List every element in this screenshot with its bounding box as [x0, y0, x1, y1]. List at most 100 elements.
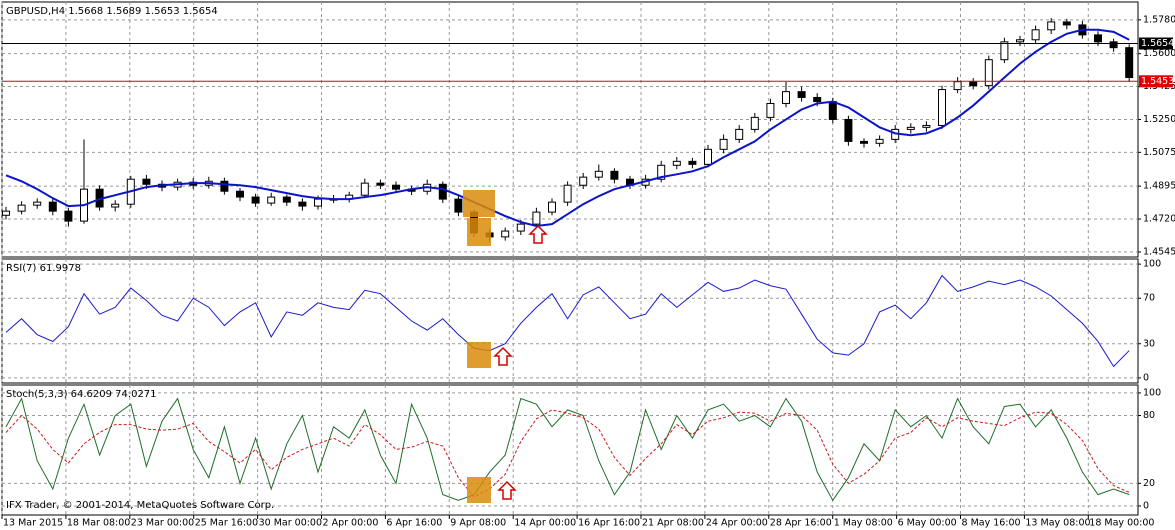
highlight-box [463, 190, 495, 217]
highlight-box [467, 342, 491, 368]
candle-body [969, 81, 978, 87]
indicator-line [5, 397, 1130, 502]
candle-body [454, 198, 463, 213]
candle-body [906, 126, 915, 130]
x-tick-label: 13 Mar 2015 [3, 518, 63, 529]
candle-body [236, 190, 244, 198]
moving-average [5, 28, 1130, 228]
y-tick-label: 1.5780 [1143, 14, 1175, 25]
candle-body [267, 196, 276, 204]
y-tick-label: 1.5250 [1143, 114, 1175, 125]
candle-body [719, 138, 728, 150]
candle-body [688, 160, 697, 165]
candle-body [48, 201, 57, 212]
candle-body [251, 196, 260, 204]
candle-body [111, 203, 120, 208]
highlight-box [467, 218, 491, 246]
price-label-box [1139, 75, 1173, 88]
candle-body [220, 180, 229, 192]
candle-body [532, 211, 541, 225]
candle-body [392, 184, 400, 190]
y-tick-label: 100 [1143, 259, 1161, 270]
x-tick-label: 1 May 08:00 [834, 518, 893, 529]
candle-body [1125, 47, 1134, 79]
candle-body [844, 118, 853, 142]
y-tick-label: 0 [1143, 500, 1149, 511]
candle-body [64, 210, 73, 222]
candle-body [672, 160, 681, 166]
candle-body [1062, 21, 1071, 26]
y-tick-label: 20 [1143, 478, 1155, 489]
y-tick-label: 1.4545 [1143, 246, 1175, 257]
panel-title: GBPUSD,H4 1.5668 1.5689 1.5653 1.5654 [6, 6, 218, 17]
y-tick-label: 100 [1143, 387, 1161, 398]
highlight-box [467, 477, 491, 503]
x-tick-label: 24 Apr 00:00 [706, 518, 768, 529]
candle-body [1016, 39, 1024, 43]
y-tick-label: 80 [1143, 410, 1155, 421]
candle-body [579, 176, 588, 186]
candle-body [860, 140, 868, 144]
x-tick-label: 30 Mar 00:00 [259, 518, 322, 529]
y-tick-label: 1.4895 [1143, 181, 1175, 192]
x-tick-label: 21 Apr 08:00 [642, 518, 704, 529]
x-tick-label: 14 Apr 00:00 [514, 518, 576, 529]
candle-body [984, 59, 993, 87]
candle-body [548, 201, 556, 213]
candle-body [1094, 34, 1102, 43]
indicator-line [5, 274, 1130, 368]
copyright: IFX Trader, © 2001-2014, MetaQuotes Soft… [6, 500, 274, 511]
candle-body [782, 91, 790, 104]
y-tick-label: 1.4720 [1143, 214, 1175, 225]
arrow-up [497, 480, 517, 500]
candle-body [1047, 21, 1056, 31]
candle-body [953, 81, 962, 91]
candle-body [657, 164, 666, 180]
annotations [463, 190, 548, 503]
x-tick-label: 8 May 16:00 [962, 518, 1021, 529]
candle-body [298, 201, 307, 207]
candle-body [735, 128, 744, 140]
candle-body [1031, 29, 1040, 41]
candle-body [813, 96, 822, 103]
candle-body [704, 148, 712, 165]
candle-body [2, 210, 10, 216]
panel-title: RSI(7) 61.9978 [6, 263, 81, 274]
x-tick-label: 18 Mar 08:00 [67, 518, 130, 529]
candle-body [501, 230, 510, 238]
y-tick-label: 1.5075 [1143, 147, 1175, 158]
candle-body [797, 91, 806, 98]
candle-body [438, 183, 447, 200]
x-tick-label: 18 May 00:00 [1089, 518, 1154, 529]
candle-body [828, 101, 837, 120]
candle-body [17, 204, 26, 212]
candle-body [142, 178, 151, 185]
candle-body [610, 170, 619, 180]
candle-body [563, 184, 572, 203]
candle-body [282, 196, 291, 203]
candle-body [516, 223, 525, 232]
arrow-up [528, 224, 548, 244]
x-tick-label: 16 Apr 16:00 [578, 518, 640, 529]
candle-body [938, 89, 946, 126]
candle-body [594, 170, 603, 178]
price-label: 1.5453 [1141, 76, 1174, 87]
x-tick-label: 2 Apr 00:00 [323, 518, 379, 529]
arrow-up [493, 346, 513, 366]
candle-body [314, 198, 322, 207]
indicator-line [5, 409, 1130, 498]
price-label-box [1139, 37, 1173, 50]
candle-body [360, 182, 369, 196]
x-tick-label: 13 May 08:00 [1025, 518, 1090, 529]
x-tick-label: 6 Apr 16:00 [386, 518, 442, 529]
candle-body [875, 138, 884, 144]
price-label: 1.5654 [1141, 38, 1174, 49]
candle-body [750, 116, 759, 130]
panel-frame [1, 384, 1139, 516]
candle-body [376, 182, 385, 186]
x-tick-label: 6 May 00:00 [898, 518, 957, 529]
candle-body [922, 124, 931, 128]
